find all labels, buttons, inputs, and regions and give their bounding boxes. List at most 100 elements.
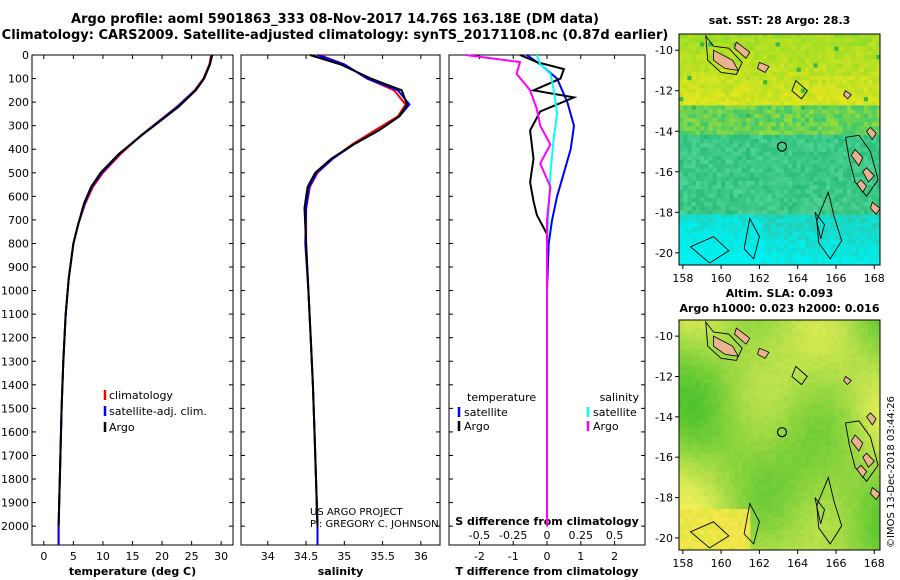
map-cell [767,462,772,468]
map-cell [796,151,802,157]
map-cell [712,113,718,119]
map-cell [855,168,860,173]
map-cell [876,151,880,157]
map-cell [716,71,722,77]
map-cell [687,450,692,455]
map-cell [863,387,869,392]
map-cell [767,336,772,342]
map-cell [775,176,781,182]
map-cell [851,399,856,405]
map-cell [868,118,873,123]
map-cell [821,160,827,165]
map-cell [767,206,772,211]
map-cell [708,223,713,228]
map-cell [700,164,705,169]
map-cell [851,63,856,68]
map-cell [813,475,818,480]
map-cell [695,349,701,354]
map-cell [758,387,764,392]
map-cell [721,168,726,173]
map-cell [813,378,818,384]
map-cell [708,244,713,249]
map-cell [733,105,739,110]
map-cell [683,218,688,224]
map-cell [754,105,760,110]
map-cell [771,458,776,464]
map-cell [725,366,730,371]
map-cell [792,252,797,257]
map-cell [708,383,713,388]
map-cell [683,176,688,182]
map-cell [712,399,718,405]
map-cell [788,336,793,342]
map-cell [746,353,751,359]
map-cell [868,101,873,106]
map-cell [691,118,697,123]
map-cell [746,429,751,434]
map-cell [809,134,814,140]
map-cell [826,488,831,493]
map-cell [855,425,860,430]
map-cell [868,345,873,350]
map-cell [683,420,688,426]
map-cell [817,206,823,211]
map-cell [788,168,793,173]
map-cell [721,223,726,228]
map-cell [725,433,730,438]
map-cell [826,151,831,157]
map-cell [687,185,692,190]
map-cell [775,383,781,388]
map-cell [704,366,709,371]
map-cell [826,67,831,73]
map-cell [809,399,814,405]
map-cell [679,235,684,241]
map-cell [805,80,810,85]
map-cell [746,475,751,480]
map-cell [708,176,713,182]
map-cell [742,357,747,363]
map-cell [800,118,806,123]
map-cell [712,38,718,43]
map-cell [712,168,718,173]
map-cell [704,130,709,136]
map-cell [872,231,877,236]
map-cell [817,134,823,140]
map-cell [712,446,718,451]
map-cell [855,118,860,123]
map-cell [733,462,739,468]
map-cell [721,450,726,455]
map-cell [830,362,835,367]
map-cell [872,383,877,388]
map-cell [851,218,856,224]
map-cell [821,441,827,447]
map-cell [771,67,776,73]
map-cell [859,218,865,224]
map-cell [683,399,688,405]
map-cell [712,387,718,392]
map-cell [842,42,848,47]
map-cell [863,126,869,131]
map-cell [771,492,776,497]
map-cell [704,362,709,367]
map-cell [784,362,789,367]
map-cell [679,92,684,98]
map-cell [851,429,856,434]
map-cell [792,391,797,396]
map-cell [712,479,718,485]
map-cell [758,404,764,409]
map-cell [809,265,814,270]
map-cell [792,357,797,363]
map-cell [868,265,873,270]
map-cell [771,42,776,47]
map-cell [842,450,848,455]
map-cell [792,71,797,77]
map-cell [721,320,726,325]
map-cell [847,223,852,228]
map-cell [771,134,776,140]
map-cell [716,399,722,405]
map-cell [859,92,865,98]
map-cell [859,122,865,127]
map-cell [792,387,797,392]
map-cell [813,193,818,199]
map-cell [737,446,743,451]
